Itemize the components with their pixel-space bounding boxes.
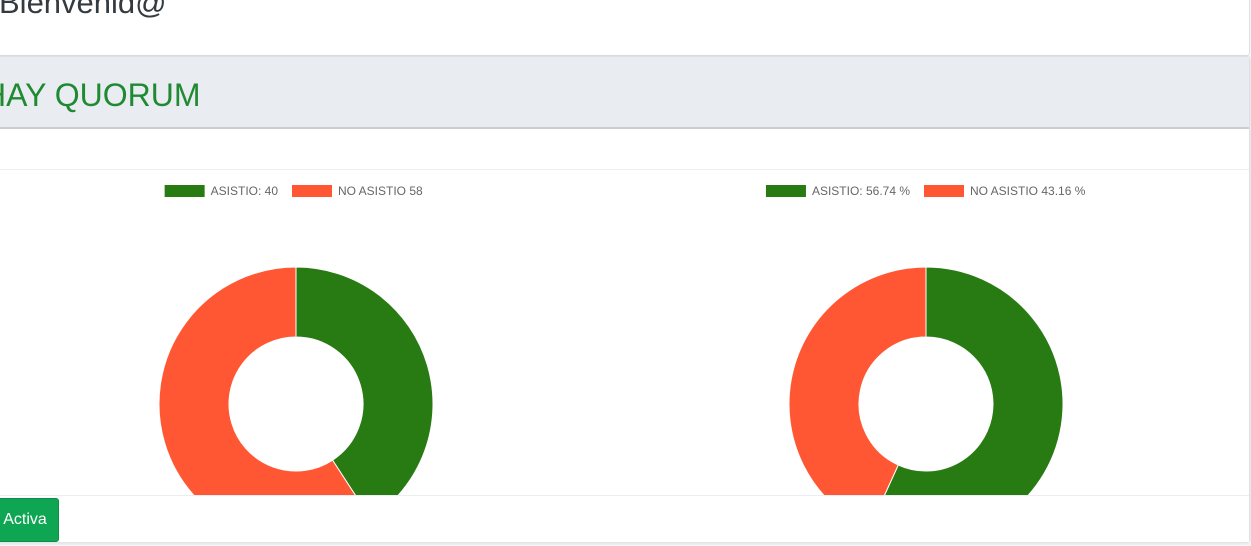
legend-label-1[interactable]: NO ASISTIO 43.16 % bbox=[970, 184, 1086, 198]
donut-slice-1[interactable] bbox=[158, 266, 371, 496]
legend-swatch-1[interactable] bbox=[292, 185, 332, 197]
legend-swatch-0[interactable] bbox=[765, 185, 806, 197]
activa-button[interactable]: Activa bbox=[0, 498, 59, 542]
card-subheader bbox=[0, 129, 1249, 170]
card-header: HAY QUORUM bbox=[0, 57, 1249, 129]
welcome-title: Bienvenid@ bbox=[0, 0, 167, 20]
quorum-status-title: HAY QUORUM bbox=[0, 77, 201, 113]
donut-slice-0[interactable] bbox=[869, 266, 1064, 496]
charts-area: ASISTIO: 40 NO ASISTIO 58 ASISTIO: 56.74 … bbox=[0, 170, 1249, 496]
welcome-card: Bienvenid@ bbox=[0, 0, 1250, 56]
card-footer: Activa bbox=[0, 495, 1249, 542]
legend-swatch-0[interactable] bbox=[164, 185, 205, 197]
legend-label-0[interactable]: ASISTIO: 56.74 % bbox=[812, 184, 910, 198]
donut-slice-1[interactable] bbox=[788, 266, 927, 496]
donut-slice-0[interactable] bbox=[295, 266, 434, 496]
quorum-card: HAY QUORUM ASISTIO: 40 NO ASISTIO 58 ASIS… bbox=[0, 56, 1250, 542]
attendance-count-chart: ASISTIO: 40 NO ASISTIO 58 bbox=[158, 184, 434, 496]
legend-label-0[interactable]: ASISTIO: 40 bbox=[211, 184, 279, 198]
attendance-percent-chart: ASISTIO: 56.74 % NO ASISTIO 43.16 % bbox=[765, 184, 1086, 496]
legend-swatch-1[interactable] bbox=[924, 185, 964, 197]
legend-label-1[interactable]: NO ASISTIO 58 bbox=[338, 184, 423, 198]
